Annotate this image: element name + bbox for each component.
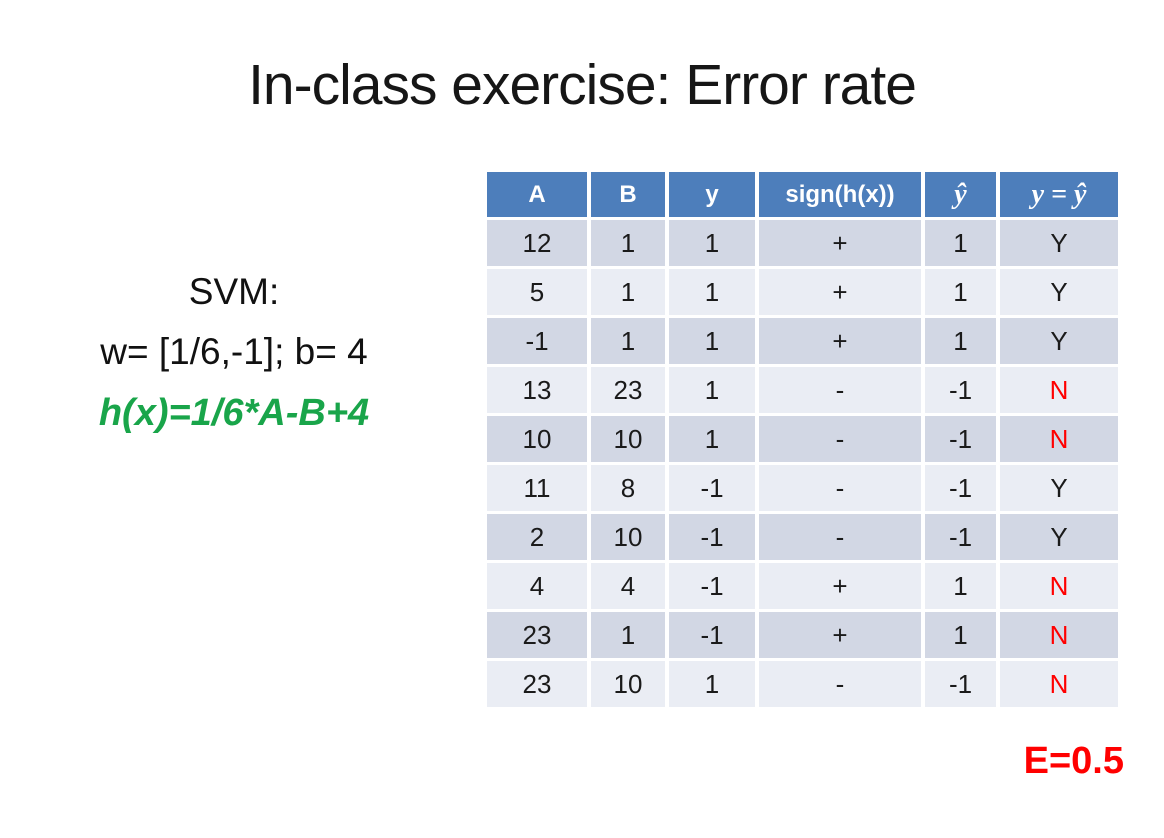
svm-label: SVM: bbox=[188, 271, 280, 312]
table-cell: 10 bbox=[591, 514, 665, 560]
table-cell: 4 bbox=[591, 563, 665, 609]
table-cell: + bbox=[759, 318, 921, 364]
table-cell: + bbox=[759, 563, 921, 609]
table-cell: 13 bbox=[487, 367, 587, 413]
table-cell: 23 bbox=[487, 661, 587, 707]
table-cell: N bbox=[1000, 563, 1118, 609]
table-cell: 1 bbox=[925, 318, 996, 364]
table-cell: Y bbox=[1000, 220, 1118, 266]
column-header-4: sign(h(x)) bbox=[759, 172, 921, 217]
column-header-6: y = ŷ bbox=[1000, 172, 1118, 217]
table-row: 2 10 -1- -1 Y bbox=[487, 514, 1118, 560]
table-cell: Y bbox=[1000, 465, 1118, 511]
column-header-5: ŷ bbox=[925, 172, 996, 217]
table-cell: 5 bbox=[487, 269, 587, 315]
table-cell: 1 bbox=[669, 220, 755, 266]
table-cell: 1 bbox=[669, 416, 755, 462]
table-cell: 23 bbox=[591, 367, 665, 413]
table-row: 10 10 1- -1 N bbox=[487, 416, 1118, 462]
table-cell: N bbox=[1000, 367, 1118, 413]
table-cell: - bbox=[759, 514, 921, 560]
table-cell: 1 bbox=[591, 318, 665, 364]
table-cell: - bbox=[759, 416, 921, 462]
table-cell: + bbox=[759, 269, 921, 315]
table-cell: -1 bbox=[487, 318, 587, 364]
table-row: 12 1 1 +1 Y bbox=[487, 220, 1118, 266]
table-cell: 2 bbox=[487, 514, 587, 560]
table-cell: 10 bbox=[591, 661, 665, 707]
column-header-1: A bbox=[487, 172, 587, 217]
table-cell: N bbox=[1000, 416, 1118, 462]
table-cell: 4 bbox=[487, 563, 587, 609]
table-cell: - bbox=[759, 661, 921, 707]
table-cell: -1 bbox=[925, 661, 996, 707]
error-rate-label: E=0.5 bbox=[1023, 740, 1124, 782]
column-header-2: B bbox=[591, 172, 665, 217]
table-cell: 1 bbox=[669, 269, 755, 315]
table-cell: -1 bbox=[925, 367, 996, 413]
table-cell: 10 bbox=[591, 416, 665, 462]
table-cell: - bbox=[759, 465, 921, 511]
hypothesis-formula: h(x)=1/6*A-B+4 bbox=[98, 392, 370, 434]
table-cell: 1 bbox=[925, 220, 996, 266]
table-cell: 1 bbox=[591, 612, 665, 658]
table-cell: 1 bbox=[925, 563, 996, 609]
table-cell: + bbox=[759, 220, 921, 266]
table-row: 23 10 1- -1 N bbox=[487, 661, 1118, 707]
table-row: 4 4 -1 +1 N bbox=[487, 563, 1118, 609]
column-header-3: y bbox=[669, 172, 755, 217]
table-row: 13 23 1- -1 N bbox=[487, 367, 1118, 413]
table-cell: 1 bbox=[591, 220, 665, 266]
svm-parameters-text: w= [1/6,-1]; b= 4 bbox=[100, 331, 368, 372]
table-cell: -1 bbox=[925, 416, 996, 462]
table-cell: 1 bbox=[925, 612, 996, 658]
table-row: -1 1 1 +1 Y bbox=[487, 318, 1118, 364]
table-cell: N bbox=[1000, 612, 1118, 658]
svm-description-block: SVM: w= [1/6,-1]; b= 4 h(x)=1/6*A-B+4 bbox=[6, 262, 462, 444]
table-cell: 1 bbox=[591, 269, 665, 315]
table-cell: 12 bbox=[487, 220, 587, 266]
table-cell: -1 bbox=[669, 465, 755, 511]
table-cell: Y bbox=[1000, 514, 1118, 560]
table-cell: 1 bbox=[925, 269, 996, 315]
table-cell: + bbox=[759, 612, 921, 658]
table-cell: Y bbox=[1000, 269, 1118, 315]
table-cell: 10 bbox=[487, 416, 587, 462]
table-cell: Y bbox=[1000, 318, 1118, 364]
table-cell: -1 bbox=[925, 514, 996, 560]
table-cell: 8 bbox=[591, 465, 665, 511]
table-cell: 11 bbox=[487, 465, 587, 511]
table-cell: - bbox=[759, 367, 921, 413]
page-title: In-class exercise: Error rate bbox=[248, 53, 917, 117]
table-row: 23 1 -1 +1 N bbox=[487, 612, 1118, 658]
table-cell: -1 bbox=[925, 465, 996, 511]
table-row: 5 1 1 +1 Y bbox=[487, 269, 1118, 315]
table-cell: -1 bbox=[669, 612, 755, 658]
table-cell: -1 bbox=[669, 514, 755, 560]
table-cell: -1 bbox=[669, 563, 755, 609]
table-cell: 1 bbox=[669, 367, 755, 413]
table-cell: 23 bbox=[487, 612, 587, 658]
table-row: 11 8 -1- -1 Y bbox=[487, 465, 1118, 511]
table-cell: 1 bbox=[669, 661, 755, 707]
table-cell: 1 bbox=[669, 318, 755, 364]
table-cell: N bbox=[1000, 661, 1118, 707]
